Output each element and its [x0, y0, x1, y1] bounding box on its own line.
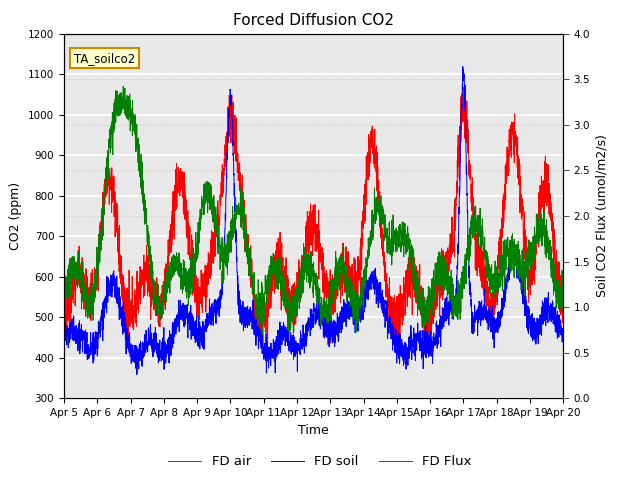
FD soil	[550, 304, 557, 310]
FD Flux	[117, 90, 125, 96]
Line: FD soil: FD soil	[64, 67, 563, 374]
FD Flux	[259, 332, 266, 337]
Legend: FD air, FD soil, FD Flux: FD air, FD soil, FD Flux	[163, 450, 477, 473]
FD soil	[60, 327, 68, 333]
FD soil	[252, 329, 259, 335]
FD air	[60, 319, 68, 325]
FD air	[460, 84, 467, 90]
FD Flux	[147, 259, 155, 264]
FD Flux	[273, 286, 281, 292]
FD soil	[459, 64, 467, 70]
FD Flux	[559, 296, 567, 301]
FD Flux	[120, 84, 127, 89]
FD air	[496, 265, 504, 271]
FD air	[559, 280, 567, 286]
Title: Forced Diffusion CO2: Forced Diffusion CO2	[233, 13, 394, 28]
FD air	[550, 264, 557, 269]
FD air	[252, 314, 259, 320]
FD Flux	[252, 307, 259, 313]
FD soil	[273, 347, 281, 353]
FD soil	[496, 309, 504, 315]
FD soil	[133, 372, 141, 377]
FD soil	[559, 329, 567, 335]
FD Flux	[550, 258, 557, 264]
FD air	[273, 267, 281, 273]
FD Flux	[496, 256, 504, 262]
FD Flux	[60, 288, 68, 293]
Line: FD Flux: FD Flux	[64, 86, 563, 335]
Y-axis label: Soil CO2 Flux (umol/m2/s): Soil CO2 Flux (umol/m2/s)	[596, 134, 609, 298]
FD soil	[147, 337, 155, 343]
FD air	[117, 281, 125, 287]
X-axis label: Time: Time	[298, 424, 329, 437]
FD air	[393, 354, 401, 360]
Y-axis label: CO2 (ppm): CO2 (ppm)	[10, 182, 22, 250]
FD soil	[117, 312, 125, 318]
Line: FD air: FD air	[64, 87, 563, 357]
Text: TA_soilco2: TA_soilco2	[74, 52, 135, 65]
FD air	[147, 295, 154, 301]
